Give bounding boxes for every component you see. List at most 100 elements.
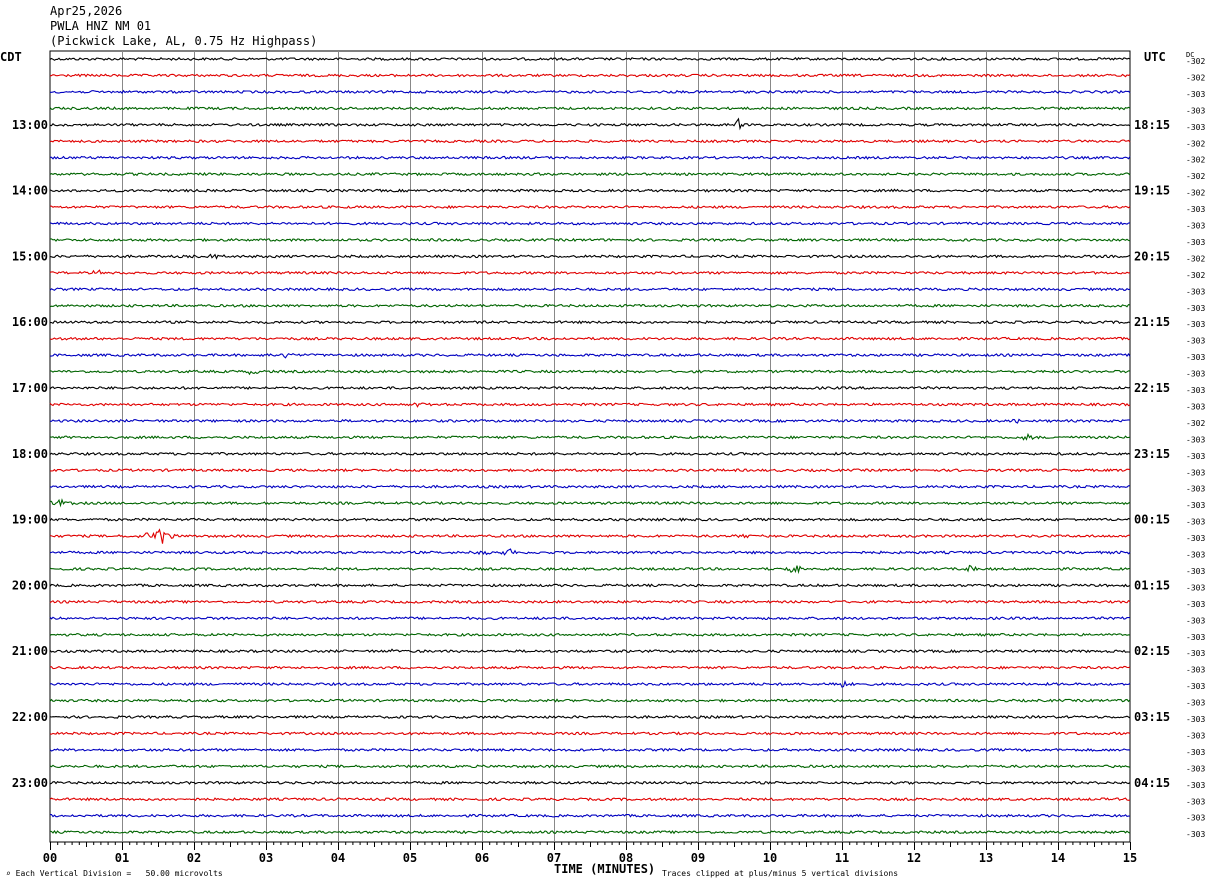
right-hour-label: 03:15 [1134,710,1170,724]
x-tick-label: 08 [619,851,633,865]
division-note-text: Each Vertical Division = 50.00 microvolt… [15,869,223,878]
x-tick-label: 04 [331,851,345,865]
dc-offset-label: -303 [1186,123,1205,132]
left-hour-label: 16:00 [12,315,48,329]
dc-offset-label: -303 [1186,764,1205,773]
trace-line [49,336,1131,341]
dc-offset-label: -302 [1186,172,1205,181]
dc-offset-label: -302 [1186,254,1205,263]
right-hour-label: 21:15 [1134,315,1170,329]
dc-offset-label: -303 [1186,699,1205,708]
x-tick-label: 07 [547,851,561,865]
trace-line [49,747,1131,753]
dc-offset-label: -303 [1186,435,1205,444]
minute-grid [49,50,1131,850]
trace-line [49,106,1131,111]
trace-line [49,583,1131,588]
trace-line [49,648,1131,654]
trace-line [49,117,1131,131]
trace-line [49,517,1131,522]
left-hour-label: 18:00 [12,447,48,461]
dc-offset-label: -302 [1186,139,1205,148]
x-tick-label: 06 [475,851,489,865]
right-hour-label: 23:15 [1134,447,1170,461]
trace-line [49,221,1131,226]
dc-offset-label: -303 [1186,682,1205,691]
dc-offset-label: -303 [1186,337,1205,346]
trace-line [50,813,1131,818]
trace-line [49,564,1131,575]
trace-line [49,73,1131,78]
left-hour-label: 20:00 [12,578,48,592]
dc-offset-label: -303 [1186,205,1205,214]
left-hour-label: 22:00 [12,710,48,724]
dc-offset-label: -303 [1186,90,1205,99]
dc-offset-label: -303 [1186,304,1205,313]
dc-offset-label: -302 [1186,419,1205,428]
trace-line [49,679,1131,688]
x-tick-label: 14 [1051,851,1065,865]
trace-line [49,484,1131,489]
axis-labels: 00 01 02 03 04 05 06 07 08 09 10 11 12 13 14 15 -302 -302… [12,57,1206,865]
dc-offset-label: -302 [1186,57,1205,66]
dc-offset-label: -303 [1186,501,1205,510]
trace-line [49,764,1131,769]
trace-line [49,269,1131,275]
dc-offset-label: -303 [1186,649,1205,658]
trace-line [49,698,1131,703]
header-date: Apr25,2026 [50,4,123,18]
dc-offset-label: -303 [1186,518,1205,527]
trace-line [50,352,1131,359]
trace-line [50,89,1131,94]
trace-line [49,599,1131,604]
x-tick-label: 01 [115,851,129,865]
x-tick-label: 05 [403,851,417,865]
dc-offset-label: -302 [1186,271,1205,280]
trace-line [49,56,1131,62]
dc-offset-label: -303 [1186,633,1205,642]
plot-frame [49,50,1131,843]
x-tick-label: 12 [907,851,921,865]
trace-line [49,451,1131,456]
trace-line [49,528,1131,544]
trace-line [50,468,1131,473]
dc-offset-label: -303 [1186,534,1205,543]
dc-offset-label: -303 [1186,222,1205,231]
header-station: PWLA HNZ NM 01 [50,19,152,33]
right-hour-label: 00:15 [1134,513,1170,527]
trace-line [49,432,1131,441]
right-hour-label: 02:15 [1134,644,1170,658]
dc-offset-label: -303 [1186,830,1205,839]
dc-offset-label: -303 [1186,567,1205,576]
trace-line [49,139,1131,144]
dc-offset-label: -303 [1186,106,1205,115]
left-hour-label: 23:00 [12,776,48,790]
dc-offset-label: -303 [1186,616,1205,625]
left-hour-label: 21:00 [12,644,48,658]
trace-line [49,402,1131,408]
x-tick-label: 00 [43,851,57,865]
right-hour-label: 01:15 [1134,578,1170,592]
dc-offset-label: -303 [1186,814,1205,823]
seismic-traces [49,56,1131,835]
footer-clip-note: Traces clipped at plus/minus 5 vertical … [662,869,899,878]
trace-line [49,172,1131,177]
trace-line [49,498,1131,508]
header-location: (Pickwick Lake, AL, 0.75 Hz Highpass) [50,34,318,48]
trace-line [49,369,1131,376]
dc-offset-label: -303 [1186,370,1205,379]
left-hour-label: 19:00 [12,513,48,527]
trace-line [49,204,1131,210]
dc-offset-label: -303 [1186,731,1205,740]
dc-offset-label: -303 [1186,797,1205,806]
trace-line [49,616,1130,621]
trace-line [49,385,1131,391]
dc-offset-label: -303 [1186,287,1205,296]
x-tick-label: 02 [187,851,201,865]
dc-offset-label: -303 [1186,485,1205,494]
left-timezone-label: CDT [0,50,22,64]
trace-line [50,237,1131,243]
trace-line [49,320,1131,325]
trace-line [49,287,1131,292]
